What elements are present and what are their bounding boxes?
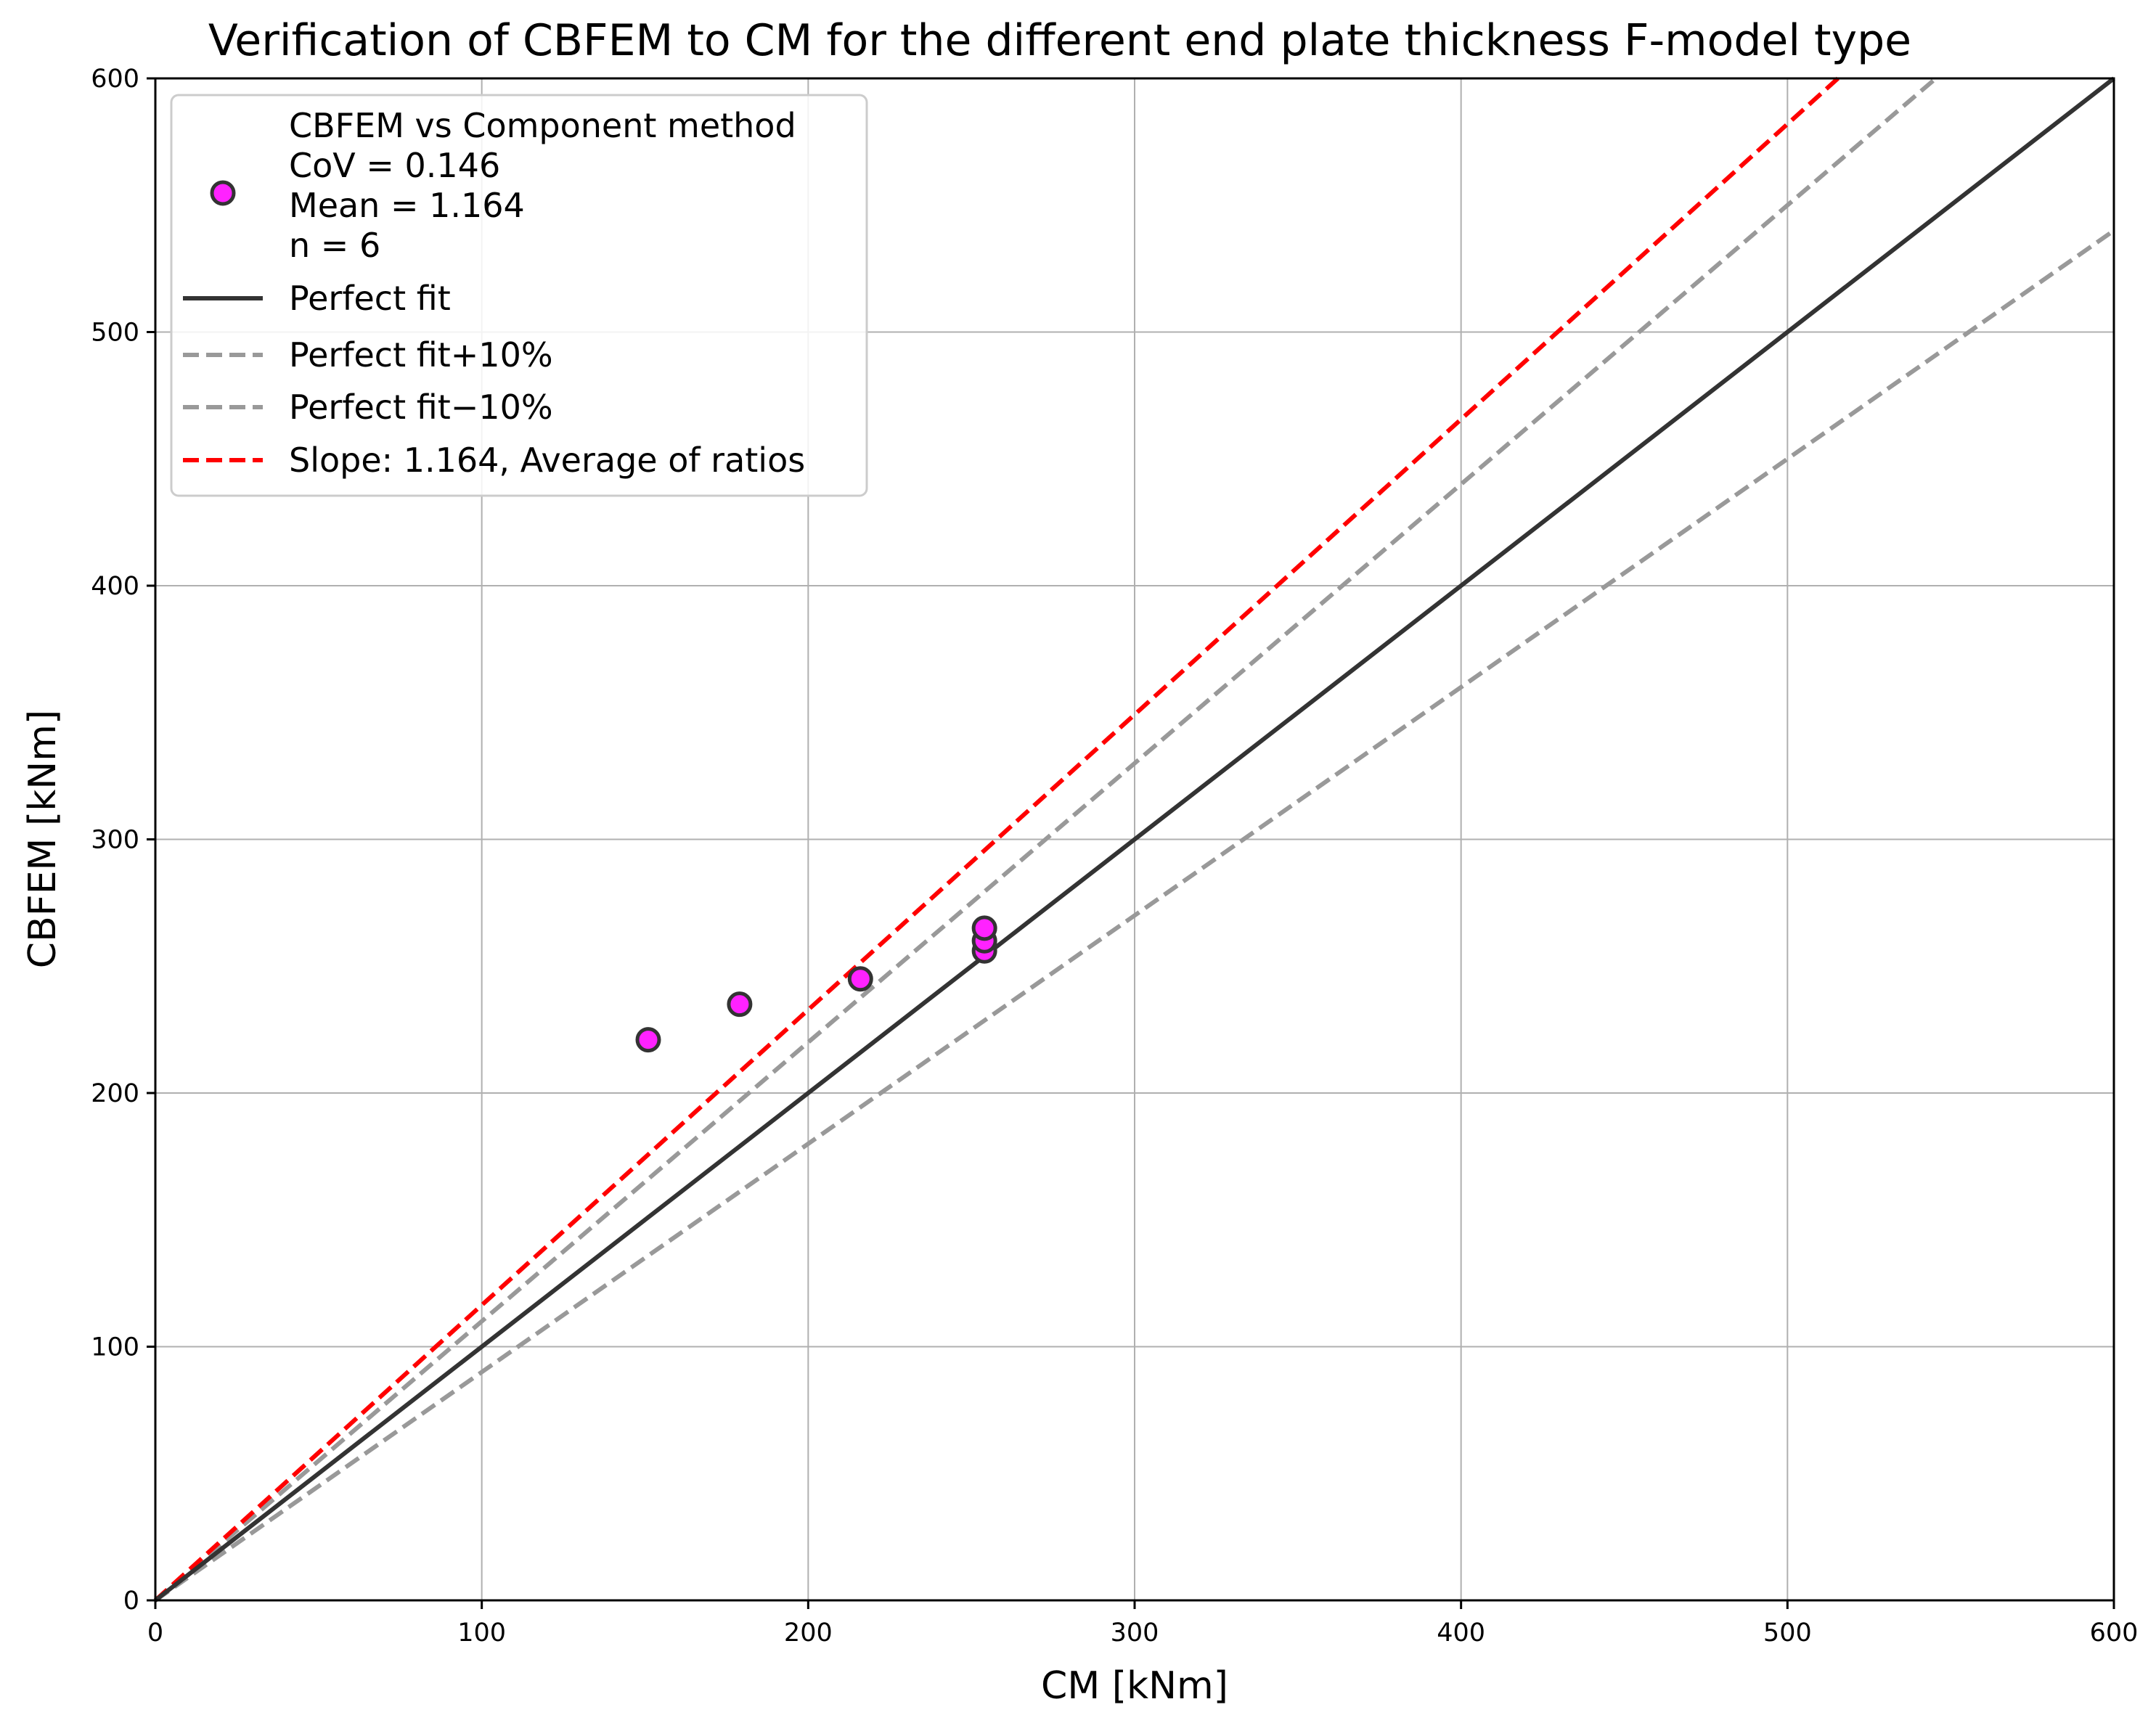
x-tick-label: 0 bbox=[147, 1618, 163, 1648]
x-axis-label: CM [kNm] bbox=[1041, 1664, 1228, 1708]
data-point bbox=[727, 991, 753, 1018]
y-tick-label: 400 bbox=[91, 572, 139, 601]
legend: CBFEM vs Component method CoV = 0.146 Me… bbox=[170, 94, 868, 497]
plot-series bbox=[153, 76, 2115, 1603]
x-tick-label: 400 bbox=[1437, 1618, 1485, 1648]
chart-title: Verification of CBFEM to CM for the diff… bbox=[208, 15, 1911, 66]
series-line-3 bbox=[154, 229, 2115, 1603]
y-tick-label: 100 bbox=[91, 1333, 139, 1362]
y-tick-label: 200 bbox=[91, 1079, 139, 1108]
y-tick-label: 500 bbox=[91, 319, 139, 348]
legend-frame bbox=[170, 94, 868, 497]
scatter-points bbox=[635, 915, 997, 1053]
x-tick-label: 500 bbox=[1763, 1618, 1812, 1648]
x-tick-label: 300 bbox=[1111, 1618, 1159, 1648]
x-ticks: 0 100 200 300 400 500 600 bbox=[147, 1600, 2139, 1648]
series-line-2 bbox=[154, 76, 1937, 1603]
legend-label-perfect-fit-plus: Perfect fit+10% bbox=[289, 335, 553, 375]
x-tick-label: 600 bbox=[2090, 1618, 2139, 1648]
legend-marker-scatter bbox=[210, 180, 236, 206]
y-axis-label: CBFEM [kNm] bbox=[21, 710, 65, 968]
legend-label-average-slope: Slope: 1.164, Average of ratios bbox=[289, 441, 805, 480]
series-line-1 bbox=[154, 76, 2115, 1603]
y-tick-label: 600 bbox=[91, 65, 139, 94]
y-ticks: 0 100 200 300 400 500 600 bbox=[91, 65, 155, 1616]
y-tick-label: 0 bbox=[123, 1587, 139, 1616]
x-tick-label: 100 bbox=[457, 1618, 506, 1648]
legend-scatter-line-1: CBFEM vs Component method bbox=[289, 106, 796, 145]
y-tick-label: 300 bbox=[91, 826, 139, 855]
data-point bbox=[847, 966, 873, 992]
legend-label-perfect-fit: Perfect fit bbox=[289, 279, 451, 318]
data-point bbox=[635, 1027, 661, 1053]
data-point bbox=[971, 915, 997, 941]
series-line-4 bbox=[153, 76, 1839, 1603]
legend-scatter-line-2: CoV = 0.146 bbox=[289, 146, 500, 185]
legend-scatter-line-3: Mean = 1.164 bbox=[289, 186, 525, 225]
x-tick-label: 200 bbox=[784, 1618, 833, 1648]
legend-label-perfect-fit-minus: Perfect fit−10% bbox=[289, 388, 553, 427]
legend-scatter-line-4: n = 6 bbox=[289, 226, 380, 265]
